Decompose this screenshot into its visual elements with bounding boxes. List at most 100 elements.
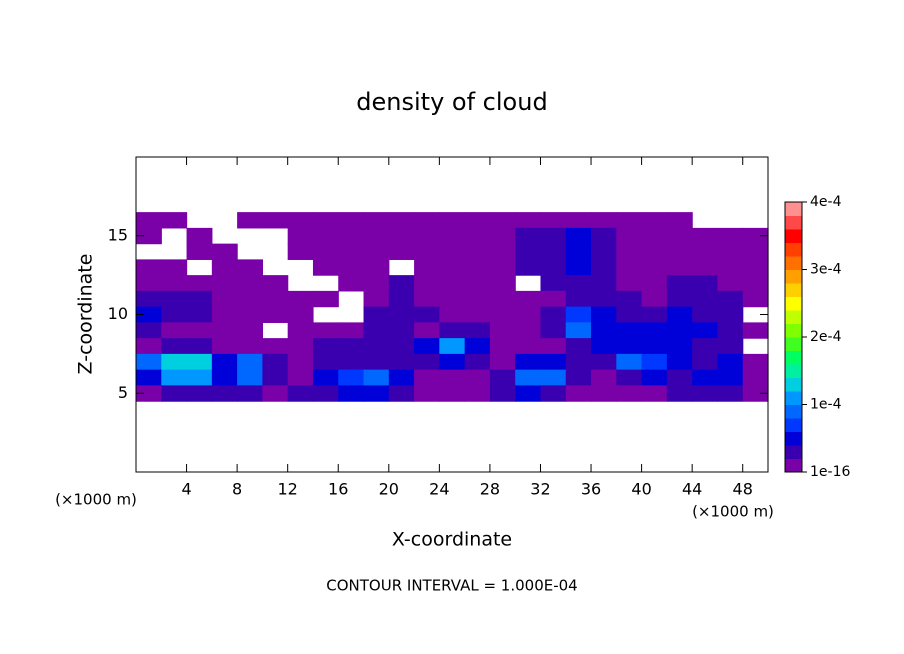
cell [591,322,617,339]
cell [186,306,213,323]
x-tick-label: 48 [733,480,753,499]
cell [515,290,542,308]
cell [464,385,491,402]
cell [515,385,542,402]
cell [211,259,238,276]
cell [186,227,213,245]
cell [692,243,719,260]
cell [489,353,516,371]
cell [439,385,466,402]
cell [161,369,188,386]
cell [616,212,643,229]
cell [136,259,162,276]
cell [414,212,440,229]
cell [666,322,693,339]
cell [515,212,542,229]
cell [262,290,289,308]
cell [186,369,213,386]
cell [363,243,390,260]
cell [717,243,744,260]
cell [312,243,339,260]
cell [464,275,491,292]
cell [616,275,643,292]
cell [717,385,744,402]
cell [666,385,693,402]
cell [287,385,314,402]
cell [515,369,542,386]
cell [237,322,263,339]
cell [565,259,592,276]
cell [464,243,491,260]
cell [287,227,314,245]
cell [641,290,668,308]
cell [287,338,314,355]
cell [363,353,390,371]
cell [414,259,440,276]
cell [742,227,769,245]
cell [363,275,390,292]
cell [641,306,668,323]
cell [464,227,491,245]
cell [616,290,643,308]
cell [439,353,466,371]
cell [591,306,617,323]
cell [388,322,415,339]
cell [489,212,516,229]
cell [489,369,516,386]
cell [565,290,592,308]
cell [186,353,213,371]
cell [211,275,238,292]
colorbar-band [785,296,802,311]
cell [262,369,289,386]
cell [464,259,491,276]
cell [616,259,643,276]
colorbar-tick-label: 2e-4 [810,329,842,345]
cell [388,290,415,308]
cell [136,212,162,229]
x-tick-label: 20 [379,480,399,499]
cell [161,212,188,229]
contour-field [136,212,769,402]
cell [717,290,744,308]
cell [591,338,617,355]
colorbar-band [785,310,802,324]
cell [161,275,188,292]
cell [186,385,213,402]
cell [692,290,719,308]
cell [591,259,617,276]
cell [489,290,516,308]
cell [414,290,440,308]
cell [211,306,238,323]
colorbar-tick-label: 1e-4 [810,397,842,413]
colorbar-band [785,350,802,365]
x-axis-label: X-coordinate [392,529,512,551]
cell [692,369,719,386]
cell [439,290,466,308]
cell [186,243,213,260]
cell [540,227,567,245]
cell [363,322,390,339]
cell [489,322,516,339]
cell [489,243,516,260]
cell [161,290,188,308]
cell [338,227,365,245]
cell [312,290,339,308]
cell [565,385,592,402]
cell [666,227,693,245]
cell [136,290,162,308]
cell [161,353,188,371]
cell [161,322,188,339]
y-tick-label: 15 [108,225,128,244]
colorbar-band [785,283,802,297]
cell [211,353,238,371]
cell [136,227,162,245]
cell [591,212,617,229]
cell [641,338,668,355]
cell [237,369,263,386]
cell [136,338,162,355]
cell [616,369,643,386]
colorbar-band [785,256,802,270]
cell [591,353,617,371]
cell [692,353,719,371]
cell [287,212,314,229]
